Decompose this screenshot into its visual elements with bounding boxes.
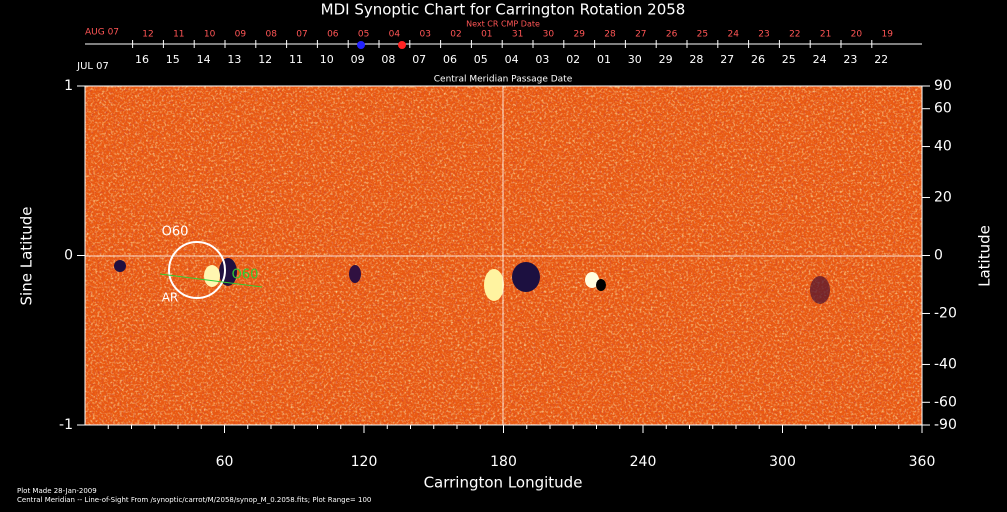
next-date: 19 bbox=[881, 30, 893, 40]
annotation: O60 bbox=[232, 268, 259, 283]
cmp-date: 11 bbox=[289, 53, 303, 66]
y2-tick-label: 0 bbox=[934, 248, 943, 264]
x-axis-label: Carrington Longitude bbox=[424, 474, 583, 492]
cmp-date: 03 bbox=[535, 53, 549, 66]
y2-tick-label: -60 bbox=[934, 394, 957, 410]
cmp-label: Central Meridian Passage Date bbox=[434, 75, 573, 85]
y2-axis-label: Latitude bbox=[976, 225, 994, 287]
x-tick-label: 300 bbox=[769, 454, 796, 470]
x-tick-label: 180 bbox=[490, 454, 517, 470]
y-axis-label: Sine Latitude bbox=[18, 207, 36, 306]
footer: Plot Made 28-Jan-2009 bbox=[17, 487, 97, 495]
cmp-date: 01 bbox=[597, 53, 611, 66]
next-date: 07 bbox=[296, 30, 307, 40]
next-date: 04 bbox=[389, 30, 401, 40]
cmp-date: 08 bbox=[381, 53, 395, 66]
annotation: AR bbox=[162, 291, 179, 305]
cmp-date: 25 bbox=[782, 53, 796, 66]
cmp-date: 16 bbox=[135, 53, 149, 66]
next-date: 21 bbox=[820, 30, 831, 40]
next-date: 23 bbox=[758, 30, 769, 40]
next-date: 28 bbox=[604, 30, 616, 40]
x-tick-label: 60 bbox=[216, 454, 234, 470]
cmp-date: 12 bbox=[258, 53, 272, 66]
cmp-date: 30 bbox=[628, 53, 642, 66]
cmp-date: 10 bbox=[320, 53, 334, 66]
x-tick-label: 120 bbox=[351, 454, 378, 470]
cmp-date: 13 bbox=[227, 53, 241, 66]
y2-tick-label: 40 bbox=[934, 139, 952, 155]
next-date: 06 bbox=[327, 30, 339, 40]
y2-tick-label: -20 bbox=[934, 305, 957, 321]
cmp-date: 05 bbox=[474, 53, 488, 66]
next-date: 12 bbox=[142, 30, 153, 40]
cmp-month: JUL 07 bbox=[76, 61, 109, 72]
y2-tick-label: 20 bbox=[934, 190, 952, 206]
next-date: 11 bbox=[173, 30, 184, 40]
cmp-date: 28 bbox=[689, 53, 703, 66]
cmp-date: 24 bbox=[813, 53, 827, 66]
cmp-date: 14 bbox=[197, 53, 211, 66]
y-tick-label: -1 bbox=[59, 417, 73, 433]
y-tick-label: 1 bbox=[64, 78, 73, 94]
cmp-date: 22 bbox=[874, 53, 888, 66]
y2-tick-label: -90 bbox=[934, 417, 957, 433]
y2-tick-label: 60 bbox=[934, 101, 952, 117]
cmp-date: 27 bbox=[720, 53, 734, 66]
next-label: Next CR CMP Date bbox=[466, 20, 540, 29]
next-date: 29 bbox=[573, 30, 585, 40]
cmp-date: 15 bbox=[166, 53, 180, 66]
x-tick-label: 240 bbox=[630, 454, 657, 470]
next-date: 05 bbox=[358, 30, 369, 40]
y2-tick-label: 90 bbox=[934, 78, 952, 94]
next-date: 02 bbox=[450, 30, 461, 40]
blue-marker bbox=[357, 41, 365, 49]
next-date: 08 bbox=[265, 30, 277, 40]
next-date: 31 bbox=[512, 30, 523, 40]
next-month: AUG 07 bbox=[85, 28, 119, 38]
next-date: 26 bbox=[666, 30, 678, 40]
next-date: 03 bbox=[419, 30, 430, 40]
cmp-date: 29 bbox=[659, 53, 673, 66]
y-tick-label: 0 bbox=[64, 248, 73, 264]
cmp-date: 26 bbox=[751, 53, 765, 66]
next-date: 10 bbox=[204, 30, 216, 40]
next-date: 27 bbox=[635, 30, 646, 40]
cmp-date: 04 bbox=[505, 53, 519, 66]
x-tick-label: 360 bbox=[909, 454, 936, 470]
cmp-date: 09 bbox=[351, 53, 365, 66]
chart-title: MDI Synoptic Chart for Carrington Rotati… bbox=[321, 1, 686, 19]
next-date: 30 bbox=[543, 30, 555, 40]
annotation: O60 bbox=[162, 225, 189, 240]
cmp-date: 02 bbox=[566, 53, 580, 66]
next-date: 01 bbox=[481, 30, 492, 40]
next-date: 09 bbox=[235, 30, 247, 40]
cmp-date: 23 bbox=[843, 53, 857, 66]
next-date: 24 bbox=[727, 30, 739, 40]
cmp-date: 06 bbox=[443, 53, 457, 66]
magnetogram bbox=[85, 86, 922, 425]
footer: Central Meridian -- Line-of-Sight From /… bbox=[17, 496, 371, 504]
next-date: 22 bbox=[789, 30, 800, 40]
cmp-date: 07 bbox=[412, 53, 426, 66]
next-date: 20 bbox=[851, 30, 863, 40]
y2-tick-label: -40 bbox=[934, 356, 957, 372]
red-marker bbox=[398, 41, 406, 49]
next-date: 25 bbox=[697, 30, 708, 40]
